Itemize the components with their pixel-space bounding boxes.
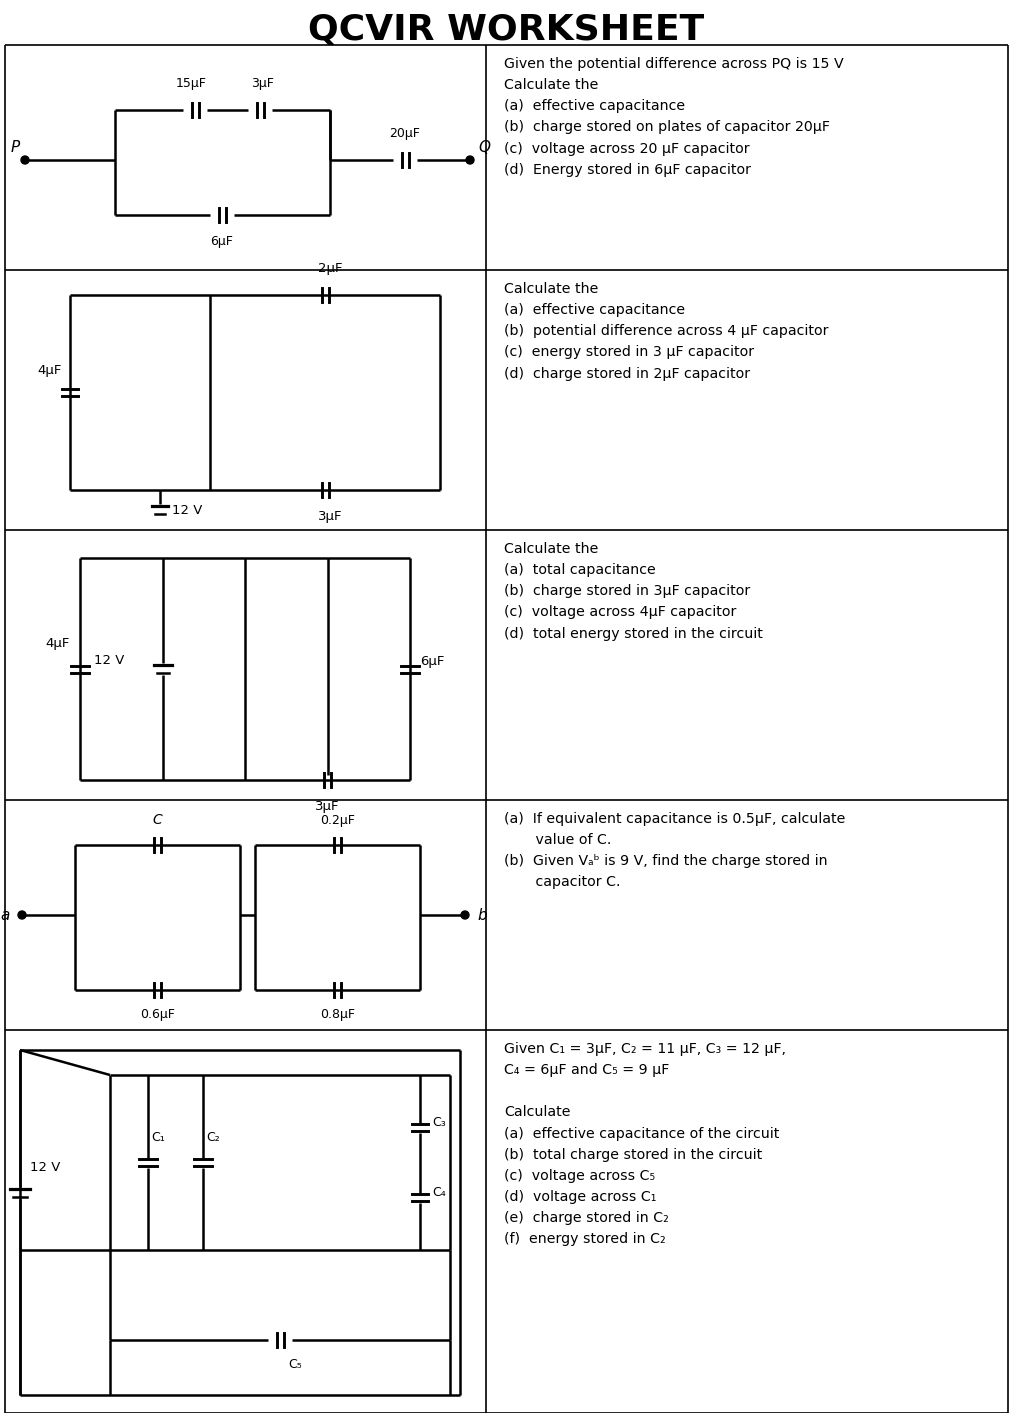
Text: 4μF: 4μF: [46, 637, 70, 650]
Text: 3μF: 3μF: [318, 510, 342, 523]
Text: C₅: C₅: [288, 1358, 302, 1371]
Text: Given C₁ = 3μF, C₂ = 11 μF, C₃ = 12 μF,
C₄ = 6μF and C₅ = 9 μF

Calculate
(a)  e: Given C₁ = 3μF, C₂ = 11 μF, C₃ = 12 μF, …: [504, 1041, 786, 1246]
Text: Calculate the
(a)  total capacitance
(b)  charge stored in 3μF capacitor
(c)  vo: Calculate the (a) total capacitance (b) …: [504, 543, 763, 640]
Text: 12 V: 12 V: [172, 503, 203, 517]
Text: C₃: C₃: [432, 1116, 446, 1129]
Text: C₄: C₄: [432, 1186, 446, 1200]
Text: 0.6μF: 0.6μF: [140, 1007, 175, 1022]
Text: 12 V: 12 V: [30, 1161, 61, 1174]
Text: C₁: C₁: [151, 1130, 165, 1145]
Text: 20μF: 20μF: [390, 127, 420, 140]
Text: Q: Q: [478, 140, 490, 155]
Text: P: P: [11, 140, 20, 155]
Text: Given the potential difference across PQ is 15 V
Calculate the
(a)  effective ca: Given the potential difference across PQ…: [504, 57, 844, 177]
Text: 4μF: 4μF: [37, 365, 62, 377]
Text: 6μF: 6μF: [211, 235, 233, 249]
Text: b: b: [477, 907, 486, 923]
Circle shape: [461, 911, 469, 918]
Text: 3μF: 3μF: [315, 800, 339, 812]
Text: Calculate the
(a)  effective capacitance
(b)  potential difference across 4 μF c: Calculate the (a) effective capacitance …: [504, 283, 829, 380]
Text: 15μF: 15μF: [175, 76, 207, 90]
Text: a: a: [1, 907, 10, 923]
Circle shape: [466, 155, 474, 164]
Text: 12 V: 12 V: [94, 654, 125, 667]
Text: 3μF: 3μF: [251, 76, 275, 90]
Circle shape: [18, 911, 26, 918]
Text: 0.8μF: 0.8μF: [320, 1007, 355, 1022]
Text: 6μF: 6μF: [420, 654, 445, 667]
Text: (a)  If equivalent capacitance is 0.5μF, calculate
       value of C.
(b)  Given: (a) If equivalent capacitance is 0.5μF, …: [504, 812, 846, 889]
Text: QCVIR WORKSHEET: QCVIR WORKSHEET: [308, 13, 704, 47]
Text: C: C: [153, 812, 162, 827]
Text: 0.2μF: 0.2μF: [320, 814, 355, 827]
Text: C₂: C₂: [206, 1130, 220, 1145]
Text: 2μF: 2μF: [318, 261, 342, 276]
Circle shape: [21, 155, 29, 164]
